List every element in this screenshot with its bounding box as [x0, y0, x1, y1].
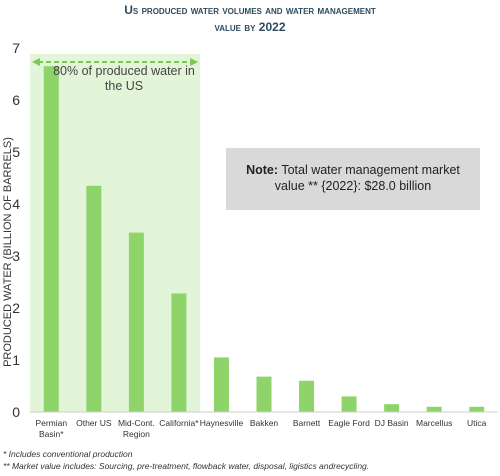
footnote-2: ** Market value includes: Sourcing, pre-… — [3, 461, 370, 471]
x-tick-label: Marcellus — [416, 418, 452, 428]
chart-title-line2: value by 2022 — [214, 20, 286, 34]
bar — [341, 396, 357, 412]
x-tick-label: Barnett — [293, 418, 321, 428]
note-text: Total water management market value ** {… — [274, 163, 460, 193]
x-tick-label: Utica — [467, 418, 487, 428]
y-tick-label: 3 — [12, 248, 20, 264]
y-tick-label: 1 — [12, 352, 20, 368]
y-tick-label: 0 — [12, 404, 20, 420]
bar — [171, 293, 187, 412]
x-tick-label: DJ Basin — [375, 418, 409, 428]
region-annotation: 80% of produced water in the US — [53, 64, 195, 93]
bar — [86, 185, 102, 412]
y-tick-label: 6 — [12, 92, 20, 108]
y-tick-label: 2 — [12, 300, 20, 316]
x-tick-label: Permian Basin* — [35, 418, 67, 439]
bar — [43, 66, 59, 412]
chart-title-line1: Us produced water volumes and water mana… — [124, 3, 376, 17]
note-label: Note: — [246, 163, 279, 177]
bar — [384, 404, 400, 412]
note-box: Note: Total water management market valu… — [226, 148, 480, 210]
x-tick-label: Bakken — [250, 418, 279, 428]
bar — [299, 380, 315, 412]
x-tick-label: Haynesville — [200, 418, 244, 428]
y-tick-label: 5 — [12, 144, 20, 160]
bar — [256, 376, 272, 412]
x-tick-label: Mid-Cont. Region — [118, 418, 155, 439]
bar — [426, 406, 442, 412]
x-tick-label: Eagle Ford — [328, 418, 370, 428]
y-axis-title: PRODUCED WATER (BILLION OF BARRELS) — [2, 137, 14, 367]
region-arrow-right-head — [190, 58, 199, 66]
chart-title: Us produced water volumes and water mana… — [0, 2, 500, 36]
bar — [128, 232, 144, 412]
footnote-1: * Includes conventional production — [3, 449, 133, 459]
y-tick-label: 4 — [12, 196, 20, 212]
x-tick-label: California* — [159, 418, 199, 428]
bar — [213, 357, 229, 412]
x-tick-label: Other US — [76, 418, 112, 428]
footnotes: * Includes conventional production ** Ma… — [3, 448, 369, 472]
region-arrow-left-head — [32, 58, 40, 66]
y-tick-label: 7 — [12, 40, 20, 56]
bar — [469, 406, 485, 412]
